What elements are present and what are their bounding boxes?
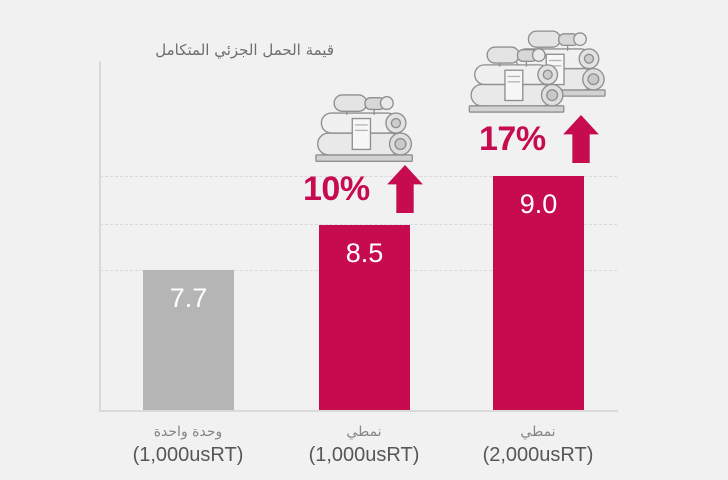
category-label-modular-2000: نمطي (2,000usRT) [443,424,633,467]
bar-single-unit: 7.7 [143,270,234,410]
delta-annotation-10: 10% [303,165,423,213]
category-label-single-unit: وحدة واحدة (1,000usRT) [93,424,283,467]
delta-percent-label: 10% [303,169,370,208]
bar-value-label: 7.7 [169,283,208,313]
delta-annotation-17: 17% [479,115,599,163]
gridline-8-5 [100,224,617,225]
category-name: نمطي [346,424,382,440]
category-capacity: (1,000usRT) [132,444,244,466]
x-axis-line [99,410,618,412]
category-label-modular-1000: نمطي (1,000usRT) [269,424,459,467]
bar-modular-2000: 9.0 [493,176,584,410]
chart-title: قيمة الحمل الجزئي المتكامل [155,41,334,59]
chiller-pair-illustration [468,30,606,113]
y-axis-line [99,61,101,412]
bar-modular-1000: 8.5 [319,225,410,410]
arrow-up-icon [386,165,423,213]
chiller-illustration [315,94,413,162]
category-capacity: (1,000usRT) [308,444,420,466]
delta-percent-label: 17% [479,119,546,158]
category-name: وحدة واحدة [153,424,223,440]
gridline-9-0 [100,176,617,177]
category-capacity: (2,000usRT) [482,444,594,466]
bar-value-label: 8.5 [345,238,384,268]
bar-value-label: 9.0 [519,189,558,219]
category-name: نمطي [520,424,556,440]
